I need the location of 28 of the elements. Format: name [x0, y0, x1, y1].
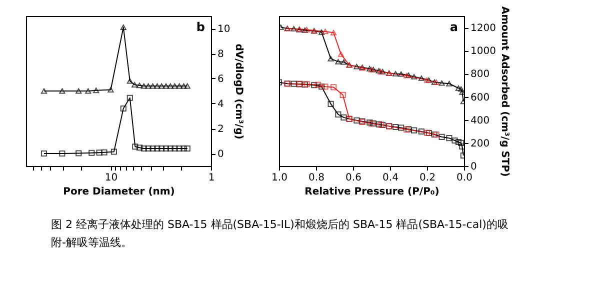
x-tick-label: 0.0 — [456, 172, 472, 184]
y-tick-label: 1200 — [470, 23, 496, 34]
y-tick-label: 0 — [470, 162, 477, 172]
y-tick-label: 4 — [218, 99, 224, 110]
x-axis-title: Relative Pressure (P/P₀) — [304, 186, 440, 198]
y-tick-label: 600 — [470, 92, 490, 104]
x-tick-label: 0.8 — [308, 172, 324, 184]
x-tick-label: 1 — [208, 172, 215, 184]
annotation: a — [450, 20, 458, 34]
y-tick-label: 1000 — [470, 46, 496, 58]
y-axis-title: Amount Adsorbed (cm³/g STP) — [498, 6, 510, 177]
x-tick-label: 0.4 — [382, 172, 398, 184]
x-axis-title: Pore Diameter (nm) — [63, 186, 175, 198]
y-tick-label: 10 — [218, 24, 230, 35]
y-tick-label: 400 — [470, 115, 490, 126]
y-tick-label: 8 — [218, 49, 224, 60]
y-tick-label: 800 — [470, 69, 490, 80]
y-tick-label: 0 — [218, 149, 224, 160]
x-tick-label: 0.6 — [346, 172, 362, 184]
y-tick-label: 6 — [218, 74, 224, 85]
x-tick-label: 1.0 — [272, 172, 288, 184]
annotation: b — [196, 20, 206, 34]
x-tick-label: 10 — [104, 172, 118, 184]
caption: 图 2 经离子液体处理的 SBA-15 样品(SBA-15-IL)和煅烧后的 SBA-15 样品(SBA-15-cal)的吸附-解吸等温线。 — [51, 218, 508, 249]
y-axis-title: dV/dlogD (cm³/g) — [233, 44, 244, 140]
y-tick-label: 2 — [218, 124, 224, 135]
y-tick-label: 200 — [470, 138, 490, 150]
x-tick-label: 0.2 — [420, 172, 436, 184]
